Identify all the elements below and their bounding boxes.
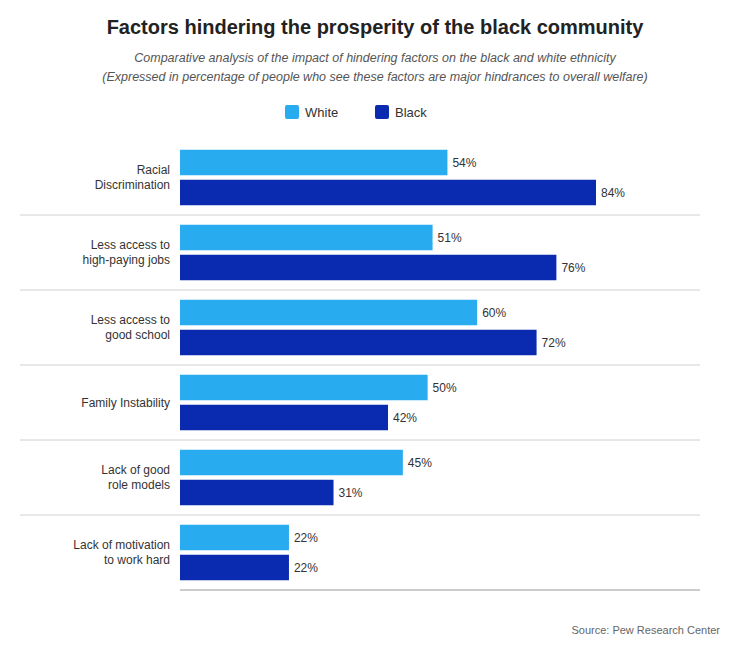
- category-label: Less access togood school: [91, 313, 171, 342]
- bar: [180, 150, 447, 176]
- bar: [180, 555, 289, 581]
- data-label: 42%: [393, 411, 417, 425]
- category-label-line: Family Instability: [81, 396, 170, 410]
- bar: [180, 480, 334, 506]
- data-label: 76%: [561, 261, 585, 275]
- source: Source: Pew Research Center: [571, 624, 720, 636]
- category-labels: RacialDiscriminationLess access tohigh-p…: [73, 163, 170, 567]
- bars: [180, 150, 596, 581]
- data-label: 50%: [433, 381, 457, 395]
- bar: [180, 300, 477, 326]
- legend-swatch: [375, 105, 389, 119]
- bar: [180, 225, 433, 251]
- subtitle: Comparative analysis of the impact of hi…: [134, 51, 616, 65]
- category-label: RacialDiscrimination: [95, 163, 170, 192]
- data-label: 72%: [542, 336, 566, 350]
- bar: [180, 255, 556, 281]
- group-separator: [20, 290, 700, 291]
- bar: [180, 375, 428, 401]
- subtitle: (Expressed in percentage of people who s…: [102, 70, 647, 84]
- category-label-line: role models: [108, 478, 170, 492]
- data-label: 22%: [294, 531, 318, 545]
- data-label: 45%: [408, 456, 432, 470]
- category-label-line: Racial: [137, 163, 170, 177]
- separators: [20, 215, 700, 515]
- category-label-line: high-paying jobs: [83, 253, 170, 267]
- chart-container: Factors hindering the prosperity of the …: [0, 0, 750, 650]
- data-label: 84%: [601, 186, 625, 200]
- category-label-line: to work hard: [104, 553, 170, 567]
- category-label: Lack of goodrole models: [101, 463, 170, 492]
- category-label-line: Lack of good: [101, 463, 170, 477]
- legend-label: Black: [395, 105, 427, 120]
- bar: [180, 330, 537, 356]
- data-label: 22%: [294, 561, 318, 575]
- category-label-line: good school: [105, 328, 170, 342]
- group-separator: [20, 515, 700, 516]
- category-label-line: Lack of motivation: [73, 538, 170, 552]
- data-label: 51%: [438, 231, 462, 245]
- category-label: Lack of motivationto work hard: [73, 538, 170, 567]
- bar: [180, 525, 289, 551]
- category-label: Less access tohigh-paying jobs: [83, 238, 171, 267]
- legend-swatch: [285, 105, 299, 119]
- data-label: 54%: [452, 156, 476, 170]
- category-label-line: Less access to: [91, 313, 171, 327]
- data-label: 60%: [482, 306, 506, 320]
- bar: [180, 405, 388, 431]
- data-label: 31%: [339, 486, 363, 500]
- x-axis-line: [180, 590, 700, 591]
- category-label: Family Instability: [81, 396, 170, 410]
- data-labels: 54% 51% 60% 50% 45% 22% 84% 76% 72% 42% 31% 22%: [294, 156, 625, 575]
- title: Factors hindering the prosperity of the …: [107, 16, 645, 38]
- group-separator: [20, 215, 700, 216]
- group-separator: [20, 365, 700, 366]
- legend-label: White: [305, 105, 338, 120]
- category-label-line: Less access to: [91, 238, 171, 252]
- chart-svg: Factors hindering the prosperity of the …: [0, 0, 750, 650]
- bar: [180, 180, 596, 206]
- category-label-line: Discrimination: [95, 178, 170, 192]
- legend: White Black: [285, 105, 427, 120]
- group-separator: [20, 440, 700, 441]
- bar: [180, 450, 403, 476]
